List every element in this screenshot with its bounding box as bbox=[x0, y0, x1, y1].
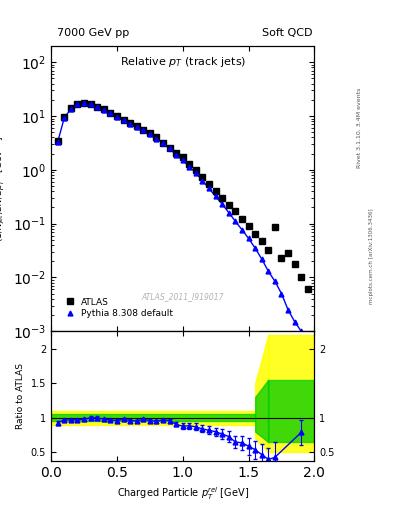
ATLAS bbox=[259, 238, 264, 244]
ATLAS bbox=[174, 150, 178, 156]
Pythia 8.308 default bbox=[240, 227, 244, 233]
Legend: ATLAS, Pythia 8.308 default: ATLAS, Pythia 8.308 default bbox=[61, 295, 175, 321]
ATLAS bbox=[101, 106, 106, 112]
Pythia 8.308 default bbox=[108, 111, 113, 117]
ATLAS bbox=[147, 130, 152, 136]
Pythia 8.308 default bbox=[253, 245, 257, 251]
ATLAS bbox=[108, 110, 113, 116]
Pythia 8.308 default bbox=[167, 145, 172, 152]
Line: Pythia 8.308 default: Pythia 8.308 default bbox=[55, 101, 310, 342]
ATLAS bbox=[134, 123, 139, 129]
Pythia 8.308 default bbox=[259, 256, 264, 262]
Pythia 8.308 default bbox=[82, 100, 86, 106]
ATLAS bbox=[62, 114, 67, 120]
Pythia 8.308 default bbox=[174, 152, 178, 158]
ATLAS bbox=[299, 274, 304, 281]
ATLAS bbox=[305, 286, 310, 292]
ATLAS bbox=[233, 208, 238, 215]
ATLAS bbox=[82, 100, 86, 106]
Line: ATLAS: ATLAS bbox=[55, 100, 310, 292]
ATLAS bbox=[141, 127, 146, 133]
ATLAS bbox=[253, 230, 257, 237]
Pythia 8.308 default bbox=[95, 103, 99, 110]
ATLAS bbox=[240, 216, 244, 222]
Text: mcplots.cern.ch [arXiv:1306.3436]: mcplots.cern.ch [arXiv:1306.3436] bbox=[369, 208, 374, 304]
Pythia 8.308 default bbox=[55, 139, 60, 145]
Pythia 8.308 default bbox=[194, 170, 198, 176]
Pythia 8.308 default bbox=[134, 124, 139, 130]
Pythia 8.308 default bbox=[279, 290, 284, 296]
Pythia 8.308 default bbox=[128, 121, 132, 127]
Text: Relative $p_T$ (track jets): Relative $p_T$ (track jets) bbox=[119, 55, 246, 69]
Pythia 8.308 default bbox=[273, 278, 277, 284]
ATLAS bbox=[200, 174, 205, 180]
Pythia 8.308 default bbox=[62, 115, 67, 121]
ATLAS bbox=[115, 113, 119, 119]
ATLAS bbox=[279, 255, 284, 261]
Pythia 8.308 default bbox=[161, 140, 165, 146]
ATLAS bbox=[292, 261, 297, 267]
ATLAS bbox=[246, 223, 251, 229]
ATLAS bbox=[88, 101, 93, 108]
Pythia 8.308 default bbox=[226, 209, 231, 216]
Pythia 8.308 default bbox=[68, 106, 73, 112]
ATLAS bbox=[128, 120, 132, 126]
Pythia 8.308 default bbox=[213, 194, 218, 200]
ATLAS bbox=[226, 202, 231, 208]
ATLAS bbox=[75, 100, 80, 106]
Pythia 8.308 default bbox=[220, 201, 225, 207]
ATLAS bbox=[95, 103, 99, 110]
ATLAS bbox=[220, 195, 225, 201]
ATLAS bbox=[161, 140, 165, 146]
ATLAS bbox=[121, 117, 126, 123]
ATLAS bbox=[187, 161, 192, 167]
ATLAS bbox=[273, 224, 277, 230]
Text: ATLAS_2011_I919017: ATLAS_2011_I919017 bbox=[141, 292, 224, 302]
Text: Rivet 3.1.10, 3.4M events: Rivet 3.1.10, 3.4M events bbox=[357, 88, 362, 168]
Pythia 8.308 default bbox=[200, 178, 205, 184]
ATLAS bbox=[213, 188, 218, 195]
ATLAS bbox=[68, 105, 73, 111]
Pythia 8.308 default bbox=[75, 101, 80, 108]
Pythia 8.308 default bbox=[121, 117, 126, 123]
Pythia 8.308 default bbox=[101, 106, 106, 113]
Pythia 8.308 default bbox=[292, 318, 297, 325]
ATLAS bbox=[167, 144, 172, 151]
Pythia 8.308 default bbox=[299, 328, 304, 334]
ATLAS bbox=[180, 155, 185, 161]
Pythia 8.308 default bbox=[266, 268, 271, 274]
Pythia 8.308 default bbox=[246, 236, 251, 242]
Y-axis label: $(1/N_{jet})dN/dp_T^{rel}\ [\rm{GeV}^{-1}]$: $(1/N_{jet})dN/dp_T^{rel}\ [\rm{GeV}^{-1… bbox=[0, 136, 7, 242]
ATLAS bbox=[55, 138, 60, 144]
ATLAS bbox=[194, 167, 198, 173]
ATLAS bbox=[154, 134, 159, 140]
Pythia 8.308 default bbox=[180, 157, 185, 163]
Text: 7000 GeV pp: 7000 GeV pp bbox=[57, 28, 129, 38]
X-axis label: Charged Particle $p_T^{rel}$ [GeV]: Charged Particle $p_T^{rel}$ [GeV] bbox=[117, 485, 249, 502]
Text: Soft QCD: Soft QCD bbox=[262, 28, 312, 38]
ATLAS bbox=[286, 250, 290, 257]
Pythia 8.308 default bbox=[233, 218, 238, 224]
Pythia 8.308 default bbox=[147, 131, 152, 137]
Pythia 8.308 default bbox=[88, 101, 93, 108]
ATLAS bbox=[266, 246, 271, 252]
Pythia 8.308 default bbox=[286, 307, 290, 313]
Y-axis label: Ratio to ATLAS: Ratio to ATLAS bbox=[16, 363, 25, 429]
ATLAS bbox=[207, 181, 211, 187]
Pythia 8.308 default bbox=[154, 136, 159, 142]
Pythia 8.308 default bbox=[187, 163, 192, 169]
Pythia 8.308 default bbox=[207, 185, 211, 191]
Pythia 8.308 default bbox=[141, 127, 146, 134]
Pythia 8.308 default bbox=[115, 114, 119, 120]
Pythia 8.308 default bbox=[305, 336, 310, 343]
